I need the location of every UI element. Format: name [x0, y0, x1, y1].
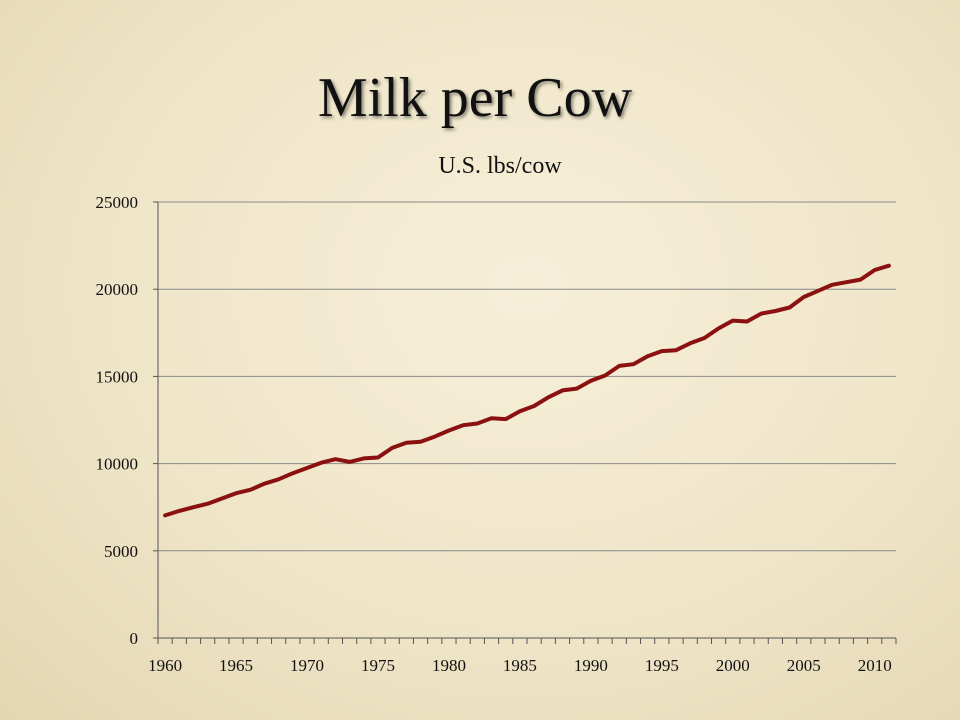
- y-tick-label: 5000: [104, 542, 138, 561]
- y-tick-label: 25000: [96, 193, 139, 212]
- x-tick-label: 1975: [361, 656, 395, 675]
- x-tick-label: 1960: [148, 656, 182, 675]
- y-tick-label: 0: [130, 629, 139, 648]
- x-tick-label: 1970: [290, 656, 324, 675]
- y-tick-label: 20000: [96, 280, 139, 299]
- series-group: [163, 263, 891, 518]
- y-tick-label: 15000: [96, 367, 139, 386]
- gridlines: [158, 201, 896, 552]
- x-tick-label: 1965: [219, 656, 253, 675]
- x-tick-label: 1995: [645, 656, 679, 675]
- x-tick-label: 1990: [574, 656, 608, 675]
- x-axis-ticks: 1960 1965 1970 1975 1980 1985 1990 1995 2000 2005…: [148, 638, 897, 675]
- y-axis-ticks: 0 5000 10000 15000 20000 25000: [96, 193, 158, 648]
- slide-title: Milk per Cow: [317, 67, 633, 129]
- series-line-0: [163, 263, 891, 518]
- axes: [157, 202, 896, 639]
- x-tick-label: 1985: [503, 656, 537, 675]
- y-tick-label: 10000: [96, 455, 139, 474]
- chart-title: U.S. lbs/cow: [438, 153, 562, 179]
- x-tick-label: 2010: [858, 656, 892, 675]
- x-tick-label: 2000: [716, 656, 750, 675]
- x-tick-label: 1980: [432, 656, 466, 675]
- x-tick-label: 2005: [787, 656, 821, 675]
